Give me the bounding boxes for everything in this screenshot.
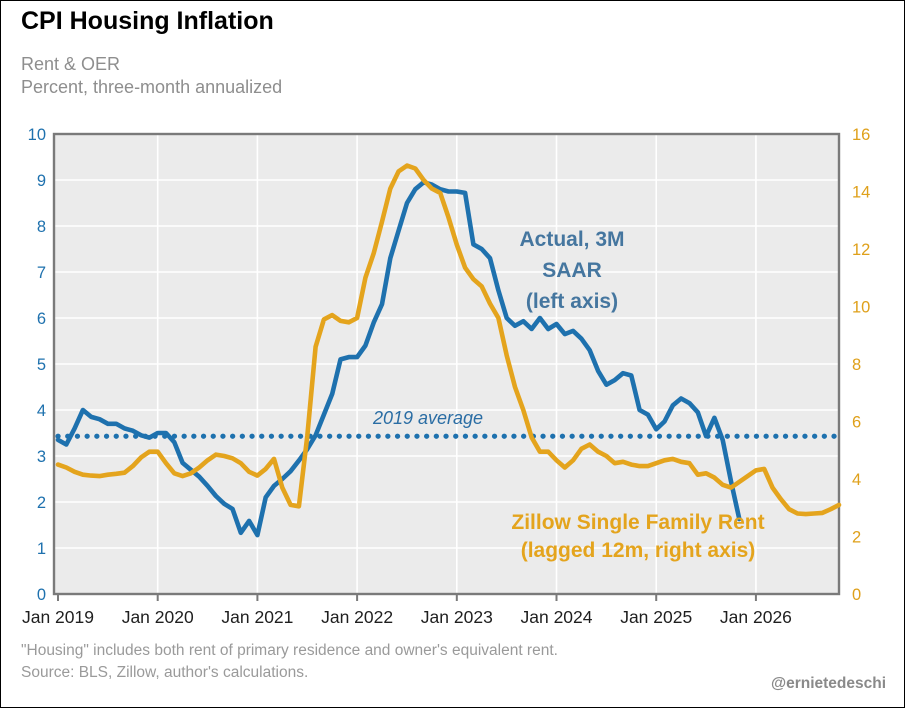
subtitle-line-2: Percent, three-month annualized [21,77,283,97]
series-line-orange [55,163,842,517]
right-axis-tick-label: 6 [852,414,861,432]
right-axis-tick-label: 2 [852,529,861,547]
x-axis-tick-label: Jan 2021 [221,607,293,627]
avg-line-label: 2019 average [372,408,483,428]
series-label-zillow: Zillow Single Family Rent [511,511,764,534]
left-axis-tick-label: 2 [37,494,46,512]
page-title: CPI Housing Inflation [21,7,274,35]
right-axis-tick-label: 14 [852,184,870,202]
left-axis-tick-label: 3 [37,448,46,466]
left-axis-tick-label: 1 [37,540,46,558]
left-axis-tick-label: 0 [37,586,46,604]
x-axis-tick-label: Jan 2020 [122,607,194,627]
x-axis-tick-label: Jan 2024 [521,607,593,627]
left-axis-tick-label: 9 [37,172,46,190]
footnotes: "Housing" includes both rent of primary … [21,640,558,684]
author-handle: @ernietedeschi [770,675,886,692]
plot-frame [52,132,841,596]
right-axis-tick-label: 8 [852,356,861,374]
series-line-blue [55,180,742,538]
left-axis-tick-label: 5 [37,356,46,374]
subtitle-line-1: Rent & OER [21,54,121,74]
x-axis-tick-label: Jan 2019 [22,607,94,627]
series-label-actual: SAAR [542,259,602,282]
right-axis-tick-label: 10 [852,299,870,317]
left-axis-tick-label: 4 [37,402,46,420]
left-axis-tick-label: 7 [37,264,46,282]
x-axis-tick-label: Jan 2026 [720,607,792,627]
footnote-source: Source: BLS, Zillow, author's calculatio… [21,664,309,681]
x-axis-tick-label: Jan 2022 [321,607,393,627]
series-label-zillow: (lagged 12m, right axis) [521,539,756,562]
left-axis-tick-label: 8 [37,218,46,236]
series-label-actual: (left axis) [526,290,618,313]
right-axis-tick-label: 12 [852,241,870,259]
right-axis-tick-label: 16 [852,126,870,144]
x-axis-tick-label: Jan 2023 [421,607,493,627]
left-axis-tick-label: 10 [28,126,46,144]
right-axis-tick-label: 0 [852,586,861,604]
right-axis-tick-label: 4 [852,471,861,489]
footnote-housing-definition: "Housing" includes both rent of primary … [21,642,558,659]
chart-subtitle: Rent & OER Percent, three-month annualiz… [21,53,282,99]
left-axis-tick-label: 6 [37,310,46,328]
series-label-actual: Actual, 3M [519,228,624,251]
x-axis-tick-label: Jan 2025 [620,607,692,627]
